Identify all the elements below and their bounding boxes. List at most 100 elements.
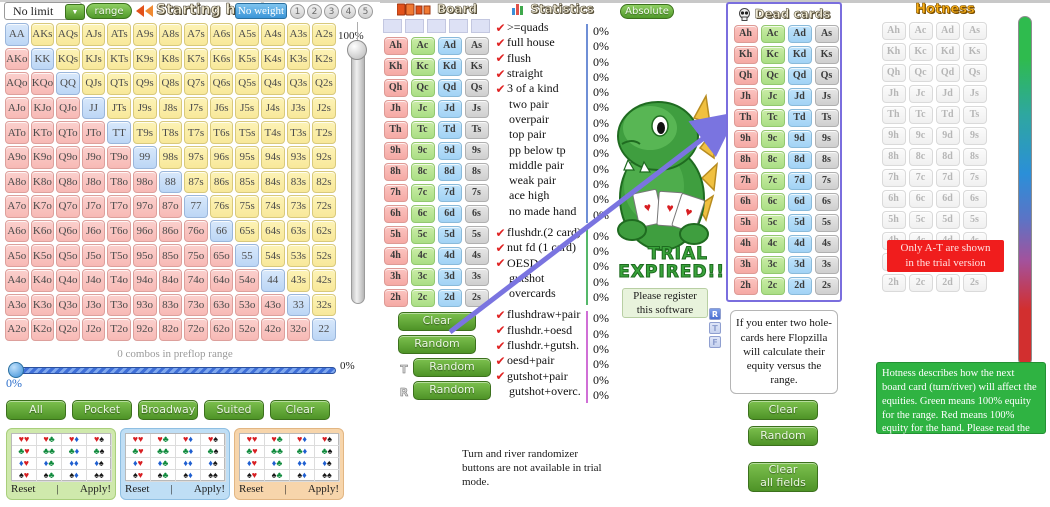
hand-cell-ATs[interactable]: ATs <box>107 23 131 46</box>
stat-row[interactable]: ✔ oesd+pair <box>494 353 612 368</box>
hand-cell-32o[interactable]: 32o <box>286 318 311 341</box>
dead-card-2d[interactable]: 2d <box>787 276 812 295</box>
hand-cell-Q5s[interactable]: Q5s <box>235 72 259 95</box>
board-card-6d[interactable]: 6d <box>437 204 462 223</box>
hand-cell-T8s[interactable]: T8s <box>158 121 183 144</box>
suit-combo-hh[interactable]: ♥ ♥ <box>126 434 151 446</box>
hotness-card-Qs[interactable]: Qs <box>962 63 987 82</box>
hand-cell-63s[interactable]: 63s <box>286 219 311 243</box>
hotness-card-Ts[interactable]: Ts <box>962 105 987 124</box>
hand-cell-A7o[interactable]: A7o <box>5 195 29 218</box>
stat-row[interactable]: ✔ >=quads <box>494 20 612 35</box>
board-card-4s[interactable]: 4s <box>464 246 489 265</box>
dead-card-Js[interactable]: Js <box>814 87 839 106</box>
hand-cell-JJ[interactable]: JJ <box>81 96 106 120</box>
board-card-7d[interactable]: 7d <box>437 183 462 202</box>
hotness-card-Qh[interactable]: Qh <box>881 63 906 82</box>
board-card-Jc[interactable]: Jc <box>410 99 435 118</box>
dead-card-5d[interactable]: 5d <box>787 213 812 232</box>
hand-cell-K6s[interactable]: K6s <box>209 47 234 71</box>
weight-button[interactable]: No weight <box>235 3 287 19</box>
check-icon[interactable]: ✔ <box>495 323 506 338</box>
board-card-Qh[interactable]: Qh <box>383 78 408 97</box>
hand-cell-QJo[interactable]: QJo <box>56 96 80 120</box>
hand-cell-T8o[interactable]: T8o <box>107 170 131 194</box>
hand-cell-94o[interactable]: 94o <box>132 268 157 292</box>
board-card-Ad[interactable]: Ad <box>437 36 462 55</box>
hotness-card-8s[interactable]: 8s <box>962 147 987 166</box>
stat-row[interactable]: ✔ straight <box>494 66 612 81</box>
board-weight-slider-knob[interactable] <box>347 40 367 60</box>
hand-cell-Q7o[interactable]: Q7o <box>56 195 80 218</box>
suit-combo-hc[interactable]: ♥ ♣ <box>37 434 62 446</box>
hand-cell-93s[interactable]: 93s <box>286 145 311 169</box>
hand-cell-84s[interactable]: 84s <box>260 170 285 194</box>
board-card-8s[interactable]: 8s <box>464 162 489 181</box>
board-card-3s[interactable]: 3s <box>464 267 489 286</box>
hand-cell-84o[interactable]: 84o <box>158 268 183 292</box>
hand-cell-88[interactable]: 88 <box>158 170 183 194</box>
board-card-Ks[interactable]: Ks <box>464 57 489 76</box>
hand-cell-T5o[interactable]: T5o <box>107 244 131 267</box>
board-card-3h[interactable]: 3h <box>383 267 408 286</box>
absolute-button[interactable]: Absolute <box>620 4 674 19</box>
hand-cell-K3s[interactable]: K3s <box>286 47 311 71</box>
hand-cell-J7s[interactable]: J7s <box>184 96 208 120</box>
hand-cell-J8s[interactable]: J8s <box>158 96 183 120</box>
hand-cell-QTs[interactable]: QTs <box>107 72 131 95</box>
hotness-card-9s[interactable]: 9s <box>962 126 987 145</box>
stat-row[interactable]: ✔ flush <box>494 51 612 66</box>
hotness-card-7s[interactable]: 7s <box>962 168 987 187</box>
hotness-card-2h[interactable]: 2h <box>881 273 906 292</box>
stat-row[interactable]: ✔ flushdr.+gutsh. <box>494 338 612 353</box>
hand-cell-J5s[interactable]: J5s <box>235 96 259 120</box>
suit-combo-hs[interactable]: ♥ ♠ <box>315 434 340 446</box>
hand-cell-AQs[interactable]: AQs <box>56 23 80 46</box>
suit-combo-hc[interactable]: ♥ ♣ <box>265 434 290 446</box>
suit-panel-1-reset[interactable]: Reset <box>11 483 36 495</box>
hand-cell-QTo[interactable]: QTo <box>56 121 80 144</box>
stat-row[interactable]: ✔ 3 of a kind <box>494 81 612 96</box>
hand-cell-86s[interactable]: 86s <box>209 170 234 194</box>
hand-cell-AKs[interactable]: AKs <box>30 23 55 46</box>
hand-cell-83o[interactable]: 83o <box>158 293 183 317</box>
hand-cell-86o[interactable]: 86o <box>158 219 183 243</box>
hand-cell-Q2o[interactable]: Q2o <box>56 318 80 341</box>
hand-cell-62o[interactable]: 62o <box>209 318 234 341</box>
hotness-card-Tc[interactable]: Tc <box>908 105 933 124</box>
hand-cell-AKo[interactable]: AKo <box>5 47 29 71</box>
suit-combo-hh[interactable]: ♥ ♥ <box>240 434 265 446</box>
hand-cell-54s[interactable]: 54s <box>260 244 285 267</box>
hand-cell-Q8s[interactable]: Q8s <box>158 72 183 95</box>
street-tab-T[interactable]: T <box>709 322 721 334</box>
hand-cell-Q3o[interactable]: Q3o <box>56 293 80 317</box>
hand-cell-J3s[interactable]: J3s <box>286 96 311 120</box>
dead-card-Qd[interactable]: Qd <box>787 66 812 85</box>
hand-cell-A4o[interactable]: A4o <box>5 268 29 292</box>
dead-card-Ad[interactable]: Ad <box>787 24 812 43</box>
board-card-Th[interactable]: Th <box>383 120 408 139</box>
hand-cell-98s[interactable]: 98s <box>158 145 183 169</box>
hand-cell-43s[interactable]: 43s <box>286 268 311 292</box>
suit-grid-3[interactable]: ♥ ♥ ♥ ♣ ♥ ♦ ♥ ♠ ♣ ♥ ♣ ♣ ♣ ♦ ♣ ♠ ♦ ♥ ♦ ♣ ♦ ♦ ♦ ♠ ♠ ♥ ♠ ♣ ♠ ♦ ♠ ♠ <box>239 433 340 482</box>
dead-card-3d[interactable]: 3d <box>787 255 812 274</box>
hand-cell-K3o[interactable]: K3o <box>30 293 55 317</box>
hand-cell-J7o[interactable]: J7o <box>81 195 106 218</box>
hand-cell-K4o[interactable]: K4o <box>30 268 55 292</box>
suit-combo-ch[interactable]: ♣ ♥ <box>12 446 37 458</box>
suit-combo-dh[interactable]: ♦ ♥ <box>240 458 265 470</box>
hand-cell-83s[interactable]: 83s <box>286 170 311 194</box>
arrow-left-icon[interactable] <box>136 5 144 17</box>
board-card-8d[interactable]: 8d <box>437 162 462 181</box>
hand-cell-98o[interactable]: 98o <box>132 170 157 194</box>
hand-cell-A8s[interactable]: A8s <box>158 23 183 46</box>
hand-cell-66[interactable]: 66 <box>209 219 234 243</box>
hand-cell-52s[interactable]: 52s <box>312 244 336 267</box>
range-slider-knob[interactable] <box>8 362 24 378</box>
hand-cell-T7s[interactable]: T7s <box>184 121 208 144</box>
hand-cell-KJo[interactable]: KJo <box>30 96 55 120</box>
limit-select[interactable]: No limit ▼ <box>4 2 85 20</box>
hand-cell-44[interactable]: 44 <box>260 268 285 292</box>
check-icon[interactable]: ✔ <box>495 225 506 240</box>
dead-card-4h[interactable]: 4h <box>733 234 758 253</box>
